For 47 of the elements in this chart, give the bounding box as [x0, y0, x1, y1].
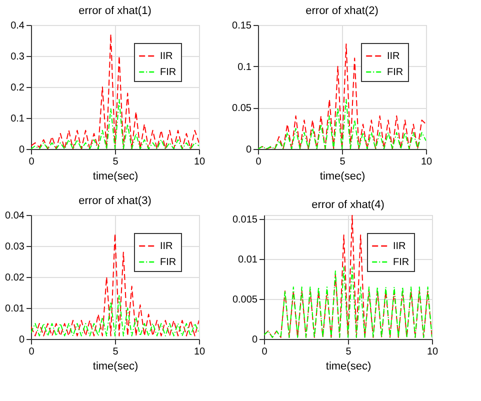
y-tick-label: 0 [18, 144, 25, 156]
x-tick-label: 0 [28, 346, 35, 358]
y-tick-label: 0 [246, 144, 252, 156]
y-tick-label: 0.3 [10, 52, 25, 62]
y-tick-label: 0.15 [232, 20, 252, 32]
legend-label: FIR [160, 67, 176, 78]
chart-title: error of xhat(4) [312, 199, 384, 211]
x-tick-label: 0 [262, 346, 268, 358]
line-series [31, 295, 199, 336]
x-tick-label: 5 [340, 156, 346, 168]
y-tick-label: 0.03 [5, 242, 25, 252]
chart-title: error of xhat(1) [78, 5, 152, 17]
y-tick-label: 0.02 [5, 272, 25, 284]
x-tick-label: 10 [426, 346, 438, 358]
x-axis-title: time(sec) [92, 360, 138, 372]
y-tick-label: 0.005 [232, 294, 258, 306]
line-series [31, 233, 199, 336]
chart-title: error of xhat(3) [78, 195, 152, 207]
x-axis-title: time(sec) [320, 170, 366, 182]
legend-label: IIR [387, 51, 400, 62]
legend-label: IIR [160, 51, 173, 62]
legend-label: IIR [160, 241, 173, 252]
x-axis-title: time(sec) [92, 170, 138, 182]
y-tick-label: 0 [18, 334, 25, 346]
legend-label: FIR [160, 257, 176, 268]
y-tick-label: 0.2 [10, 82, 25, 94]
y-tick-label: 0.01 [238, 254, 258, 266]
y-tick-label: 0.05 [232, 103, 252, 114]
x-tick-label: 5 [112, 346, 119, 358]
x-tick-label: 10 [194, 346, 206, 358]
y-tick-label: 0.4 [10, 20, 25, 32]
x-axis-title: time(sec) [326, 360, 372, 372]
y-tick-label: 0.015 [232, 214, 258, 226]
legend-label: FIR [393, 257, 410, 268]
legend-label: IIR [393, 241, 406, 252]
x-tick-label: 10 [420, 156, 432, 168]
chart-title: error of xhat(2) [306, 5, 378, 17]
y-tick-label: 0.1 [238, 62, 252, 73]
x-tick-label: 0 [28, 156, 35, 168]
x-tick-label: 5 [346, 346, 352, 358]
y-tick-label: 0.01 [5, 304, 25, 314]
x-tick-label: 10 [194, 156, 206, 168]
y-tick-label: 0 [252, 334, 258, 346]
y-tick-label: 0.04 [5, 210, 25, 222]
x-tick-label: 5 [112, 156, 119, 168]
legend-label: FIR [387, 67, 404, 78]
y-tick-label: 0.1 [10, 114, 25, 124]
